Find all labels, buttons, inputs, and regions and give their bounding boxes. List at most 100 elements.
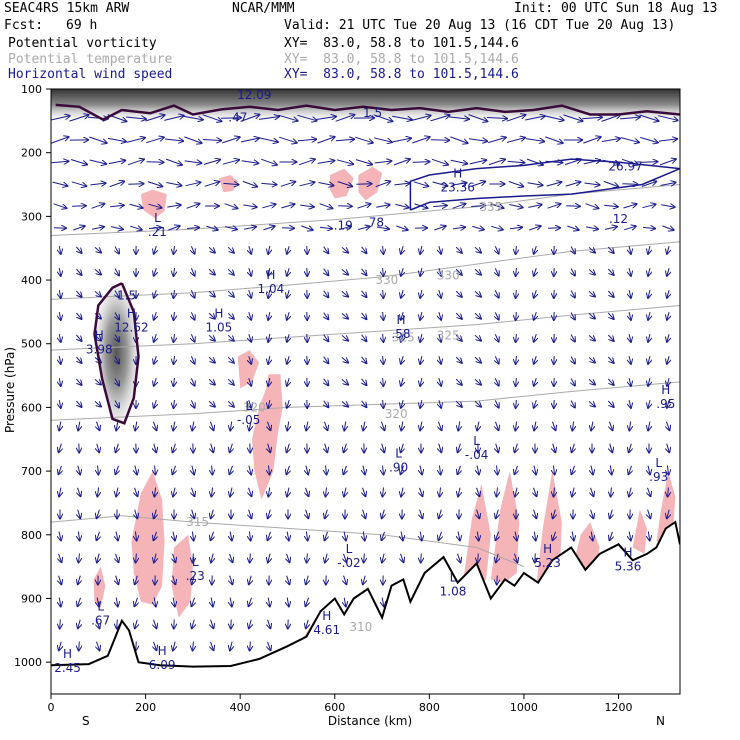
wind-vector: [59, 465, 62, 474]
y-tick-label: 1000: [14, 656, 42, 669]
wind-vector: [439, 531, 442, 540]
wind-vector: [661, 205, 674, 207]
wind-vector: [148, 228, 161, 229]
valid-time: Valid: 21 UTC Tue 20 Aug 13 (16 CDT Tue …: [284, 18, 676, 33]
wind-vector: [588, 247, 595, 252]
wind-vector: [154, 378, 157, 386]
wind-vector: [191, 290, 194, 297]
wind-vector: [130, 226, 142, 230]
wind-vector: [458, 531, 460, 541]
wind-vector: [325, 509, 328, 519]
wind-vector: [358, 227, 370, 230]
wind-vector: [79, 641, 80, 651]
wind-vector: [648, 531, 649, 541]
wind-vector: [249, 268, 251, 276]
wind-vector: [383, 289, 384, 298]
wind-vector: [458, 443, 461, 453]
wind-vector: [244, 227, 256, 229]
x-tick-label: 0: [48, 701, 55, 714]
wind-vector: [116, 443, 119, 453]
wind-vector: [455, 246, 462, 253]
wind-vector: [430, 115, 450, 122]
wind-vector: [76, 334, 81, 341]
wind-vector: [572, 487, 574, 497]
wind-vector: [230, 443, 233, 453]
wind-vector: [268, 641, 271, 650]
wind-vector: [135, 509, 138, 519]
wind-vector: [363, 421, 365, 431]
wind-vector: [268, 267, 270, 276]
wind-vector: [607, 246, 613, 253]
wind-vector: [667, 246, 669, 254]
wind-vector: [110, 205, 124, 207]
wind-vector: [154, 356, 157, 364]
wind-vector: [59, 312, 60, 320]
wind-vector: [420, 399, 422, 408]
wind-vector: [135, 531, 136, 541]
theta-labels: 335 330 330 325 325 320 320 315 310: [186, 200, 502, 634]
wind-vector: [94, 291, 101, 296]
wind-vector: [154, 334, 157, 342]
wind-vector: [98, 465, 99, 475]
extremum-marker: L: [346, 542, 353, 556]
wind-vector: [202, 114, 222, 122]
wind-vector: [191, 356, 194, 363]
extremum-value: 1.04: [258, 282, 285, 296]
wind-vector: [516, 333, 517, 342]
wind-vector: [154, 619, 157, 629]
wind-vector: [154, 509, 157, 519]
wind-vector: [211, 421, 214, 430]
extremum-value: 5.36: [615, 559, 642, 573]
wind-vector: [629, 355, 631, 364]
wind-vector: [495, 334, 498, 341]
wind-vector: [420, 487, 423, 496]
extremum-marker: H: [63, 647, 72, 661]
wind-vector: [51, 161, 69, 163]
wind-vector: [601, 139, 620, 142]
wind-vector: [249, 575, 251, 585]
wind-vector: [516, 311, 517, 320]
wind-vector: [135, 421, 137, 431]
wind-vector: [622, 184, 637, 185]
wind-vector: [571, 246, 575, 254]
wind-vector: [470, 182, 485, 187]
wind-vector: [583, 137, 600, 144]
wind-vector: [208, 334, 215, 340]
wind-vector: [249, 290, 251, 298]
wind-vector: [154, 641, 157, 650]
wind-vector: [603, 180, 618, 186]
wind-vector: [249, 619, 251, 629]
wind-vector: [382, 443, 385, 453]
wind-vector: [506, 115, 526, 122]
wind-vector: [116, 575, 119, 585]
wind-vector: [474, 290, 481, 296]
wind-vector: [376, 205, 389, 208]
wind-vector: [648, 399, 650, 408]
wind-vector: [115, 356, 119, 364]
wind-vector: [488, 137, 506, 144]
wind-vector: [287, 421, 288, 431]
y-tick-label: 900: [21, 592, 42, 605]
wind-vector: [339, 226, 351, 229]
wind-vector: [344, 487, 346, 497]
wind-vector: [355, 159, 372, 165]
wind-vector: [515, 443, 518, 453]
wind-vector: [495, 246, 498, 253]
theta-label: 330: [375, 273, 398, 287]
wind-vector: [115, 378, 119, 386]
wind-vector: [412, 162, 430, 163]
wind-vector: [362, 246, 367, 253]
wind-vector: [506, 138, 525, 143]
wind-vector: [211, 443, 214, 453]
wind-vector: [474, 378, 481, 384]
pv-contour: [55, 103, 680, 122]
wind-vector: [260, 158, 277, 165]
pv-contours: [55, 103, 680, 425]
wind-vector: [477, 421, 479, 431]
wind-vector: [572, 465, 575, 474]
wind-vector: [76, 268, 81, 275]
wind-vector: [193, 553, 194, 563]
wind-vector: [449, 117, 469, 119]
wind-vector: [382, 597, 384, 607]
wind-vector: [115, 246, 119, 254]
